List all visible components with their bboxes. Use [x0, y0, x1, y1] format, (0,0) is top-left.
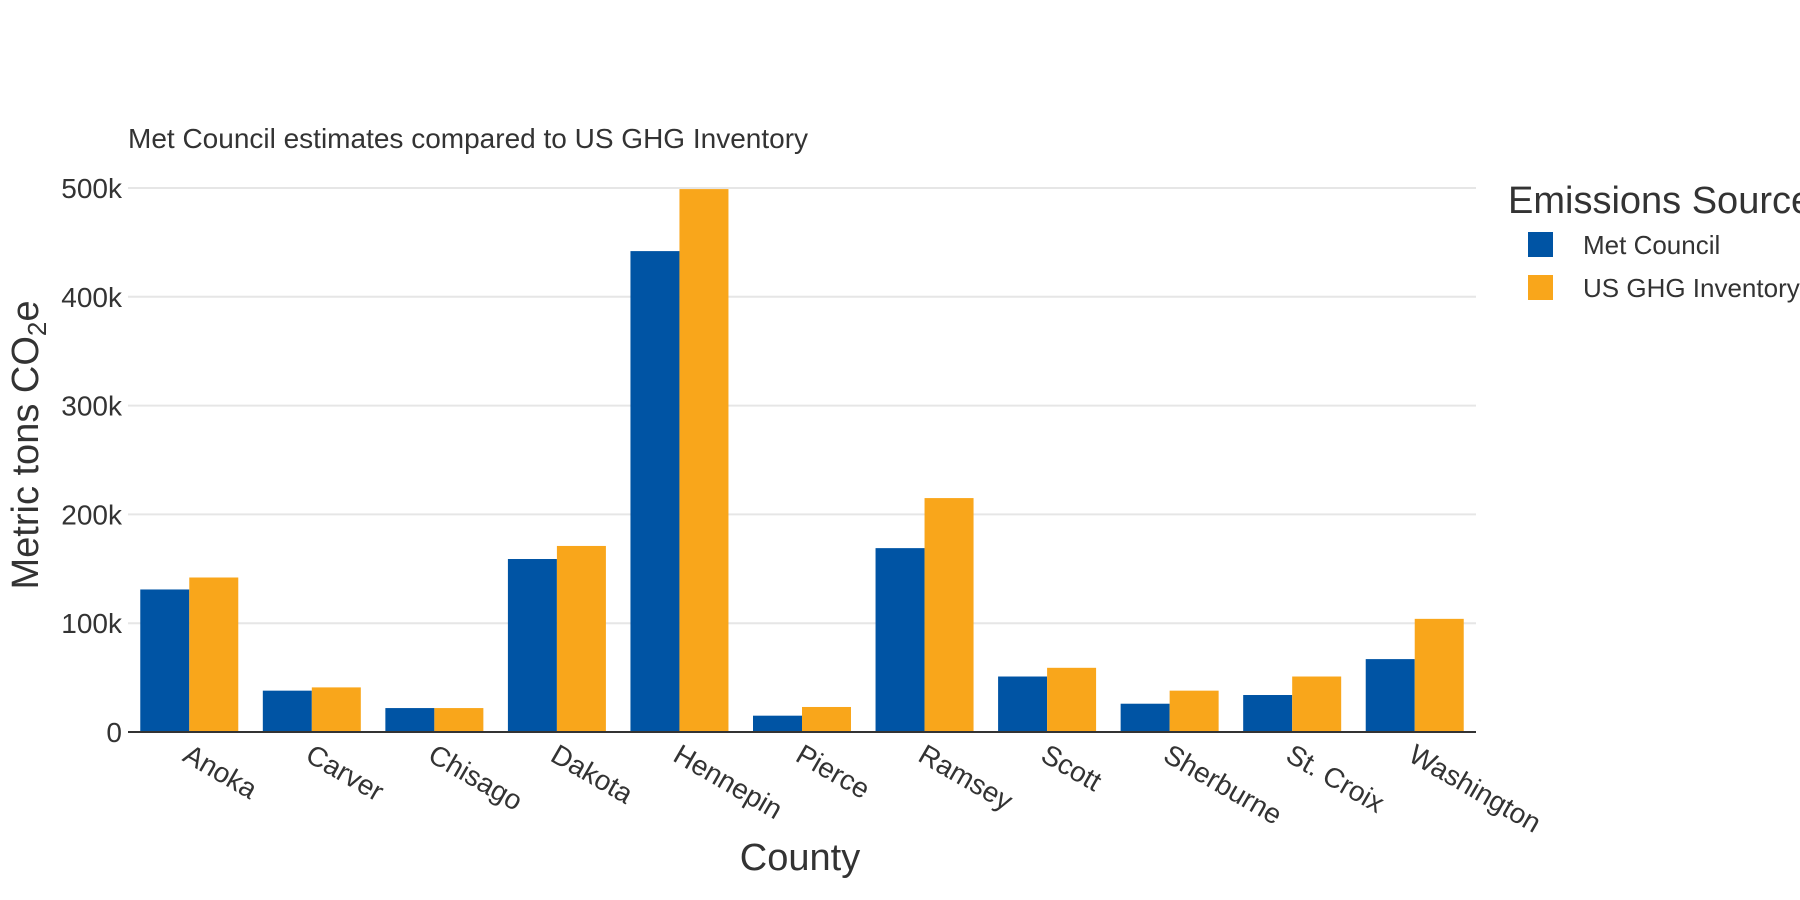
chart-title: Met Council estimates compared to US GHG…	[128, 123, 808, 154]
y-tick-label: 100k	[61, 608, 123, 639]
y-axis-title-main: Metric tons CO	[5, 336, 47, 589]
bar-met-council	[1243, 695, 1293, 732]
x-tick-label: Scott	[1036, 738, 1107, 797]
bar-us-ghg-inventory	[802, 706, 851, 732]
bar-us-ghg-inventory	[311, 687, 361, 732]
bar-met-council	[385, 708, 435, 732]
bar-met-council	[630, 251, 680, 732]
bar-met-council	[875, 548, 925, 732]
x-tick-label: Hennepin	[668, 738, 787, 825]
bar-us-ghg-inventory	[924, 498, 974, 732]
y-tick-label: 400k	[61, 282, 123, 313]
bar-met-council	[1120, 703, 1170, 732]
y-axis-title-tail: e	[5, 301, 47, 322]
legend: Emissions Source Met Council US GHG Inven…	[1508, 180, 1800, 303]
bar-met-council	[262, 690, 312, 732]
bar-us-ghg-inventory	[189, 577, 239, 732]
x-axis-title: County	[740, 837, 860, 879]
bar-us-ghg-inventory	[679, 189, 729, 732]
y-axis-title-subscript: 2	[22, 322, 52, 336]
y-tick-label: 500k	[61, 173, 123, 204]
x-tick-label: Dakota	[546, 738, 639, 809]
bar-us-ghg-inventory	[1292, 676, 1342, 732]
bar-us-ghg-inventory	[556, 545, 606, 732]
bar-met-council	[998, 676, 1048, 732]
x-tick-label: St. Croix	[1281, 738, 1389, 819]
bar-us-ghg-inventory	[1414, 618, 1464, 732]
y-axis-ticks: 0 100k 200k 300k 400k 500k	[61, 173, 123, 748]
x-axis-ticks: Anoka Carver Chisago Dakota Hennepin Pierce Ra…	[178, 738, 1546, 838]
grid-lines	[128, 187, 1476, 625]
x-tick-label: Washington	[1404, 738, 1547, 838]
bar-us-ghg-inventory	[1169, 690, 1219, 732]
x-tick-label: Ramsey	[914, 738, 1018, 816]
bar-met-council	[753, 715, 802, 732]
y-tick-label: 300k	[61, 391, 123, 422]
x-tick-label: Sherburne	[1159, 738, 1288, 830]
y-tick-label: 200k	[61, 499, 123, 530]
legend-label: Met Council	[1583, 230, 1720, 260]
bar-met-council	[507, 559, 557, 732]
x-tick-label: Chisago	[423, 738, 527, 816]
y-tick-label: 0	[106, 717, 122, 748]
legend-items: Met Council US GHG Inventory	[1528, 230, 1800, 303]
legend-title: Emissions Source	[1508, 180, 1800, 222]
y-axis-title: Metric tons CO2e	[5, 301, 52, 590]
bar-us-ghg-inventory	[434, 708, 484, 732]
x-tick-label: Carver	[301, 738, 389, 807]
bar-met-council	[1365, 659, 1415, 732]
legend-label: US GHG Inventory	[1583, 273, 1800, 303]
bars	[140, 189, 1464, 732]
legend-swatch	[1528, 232, 1553, 257]
bar-met-council	[140, 589, 190, 732]
bar-us-ghg-inventory	[1047, 667, 1097, 732]
x-tick-label: Anoka	[178, 738, 263, 805]
legend-swatch	[1528, 275, 1553, 300]
x-tick-label: Pierce	[791, 738, 875, 805]
